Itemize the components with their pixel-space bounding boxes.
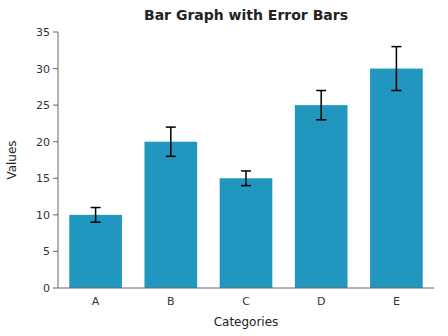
y-tick <box>53 288 58 289</box>
chart-svg: 0 5 10 15 20 25 30 35 A B C D E Bar Graph with Error … <box>0 0 448 336</box>
error-cap <box>241 170 251 172</box>
error-bar <box>316 91 326 120</box>
error-cap <box>316 119 326 121</box>
y-tick-label: 30 <box>36 63 50 76</box>
error-cap <box>391 46 401 48</box>
error-stem <box>396 47 398 91</box>
y-tick <box>53 68 58 69</box>
y-tick-label: 10 <box>36 209 50 222</box>
x-tick-label: E <box>393 295 400 308</box>
y-tick <box>53 141 58 142</box>
y-tick <box>53 178 58 179</box>
error-cap <box>166 126 176 128</box>
error-cap <box>166 156 176 158</box>
x-axis-label: Categories <box>214 315 279 329</box>
y-tick <box>53 105 58 106</box>
error-stem <box>95 208 97 223</box>
error-cap <box>91 207 101 209</box>
error-cap <box>316 90 326 92</box>
error-bar <box>391 47 401 91</box>
error-cap <box>391 90 401 92</box>
y-tick-label: 5 <box>43 245 50 258</box>
x-tick-label: D <box>317 295 325 308</box>
error-bar <box>166 127 176 156</box>
error-stem <box>320 91 322 120</box>
bar <box>295 105 348 288</box>
title: Bar Graph with Error Bars <box>144 7 348 23</box>
bar <box>370 69 423 288</box>
bar <box>220 178 273 288</box>
y-tick-label: 25 <box>36 99 50 112</box>
error-stem <box>245 171 247 186</box>
y-tick <box>53 32 58 33</box>
bar <box>144 142 197 288</box>
error-bar <box>241 171 251 186</box>
y-axis-line <box>58 32 59 288</box>
x-tick-label: A <box>92 295 100 308</box>
error-stem <box>170 127 172 156</box>
error-cap <box>91 221 101 223</box>
error-bar <box>91 208 101 223</box>
plot-area <box>69 47 422 288</box>
chart-container: 0 5 10 15 20 25 30 35 A B C D E Bar Graph with Error … <box>0 0 448 336</box>
x-axis: A B C D E <box>92 295 400 308</box>
y-axis: 0 5 10 15 20 25 30 35 <box>36 26 58 295</box>
y-tick-label: 15 <box>36 172 50 185</box>
x-tick-label: C <box>242 295 250 308</box>
y-tick-label: 35 <box>36 26 50 39</box>
y-tick <box>53 214 58 215</box>
bar <box>69 215 122 288</box>
x-tick-label: B <box>167 295 175 308</box>
y-tick <box>53 251 58 252</box>
y-axis-label: Values <box>5 140 19 179</box>
x-axis-line <box>58 288 434 289</box>
error-cap <box>241 185 251 187</box>
y-tick-label: 20 <box>36 136 50 149</box>
y-tick-label: 0 <box>43 282 50 295</box>
